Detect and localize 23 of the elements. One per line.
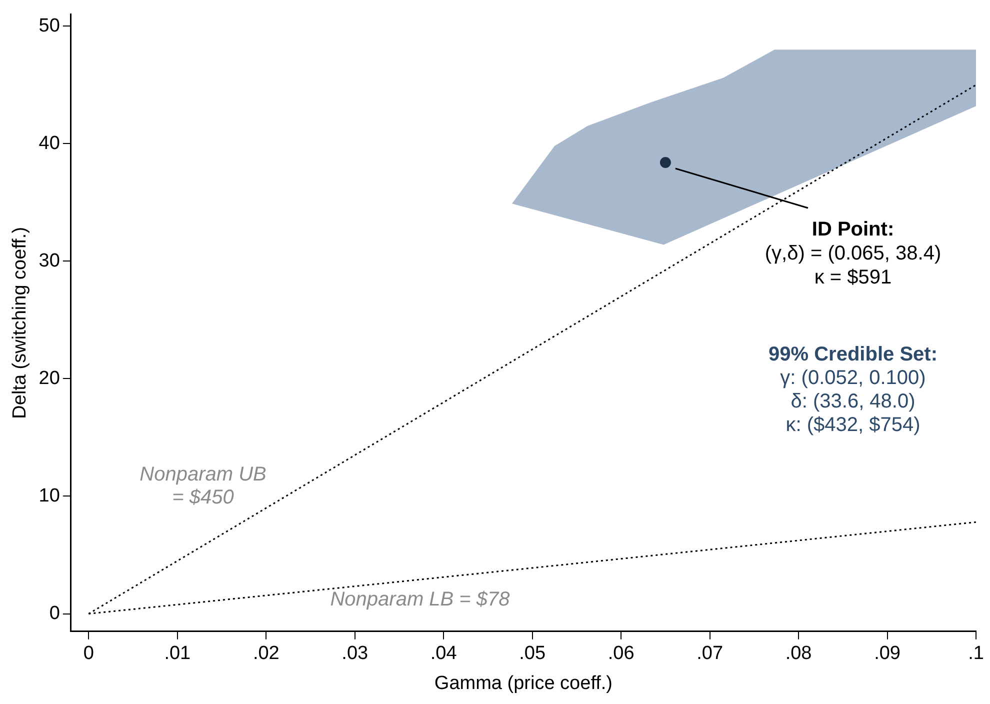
annotation: 99% Credible Set: γ: (0.052, 0.100) δ: (33.6, 48.0) κ: ($432, $754) xyxy=(768,344,938,436)
x-tick-label: .09 xyxy=(874,643,900,664)
y-tick-label: 10 xyxy=(38,485,60,506)
y-tick-label: 50 xyxy=(38,15,60,36)
x-tick-label: .01 xyxy=(164,643,191,664)
x-tick-label: .08 xyxy=(785,643,812,664)
x-axis-title: Gamma (price coeff.) xyxy=(434,672,613,694)
y-tick-label: 0 xyxy=(49,603,60,624)
y-tick-label: 40 xyxy=(38,132,60,154)
y-tick-label: 20 xyxy=(38,368,60,389)
x-tick-label: 0 xyxy=(83,643,94,664)
annotation: ID Point: (γ,δ) = (0.065, 38.4) κ = $591 xyxy=(764,218,942,289)
x-tick-label: .06 xyxy=(608,643,634,664)
annotation: Nonparam LB = $78 xyxy=(330,588,510,611)
x-tick-label: .1 xyxy=(968,643,984,664)
annotation: Nonparam UB = $450 xyxy=(140,464,266,509)
x-tick-label: .02 xyxy=(252,643,280,664)
x-tick-label: .04 xyxy=(430,643,458,664)
x-tick-label: .03 xyxy=(342,643,368,664)
x-tick-label: .05 xyxy=(519,643,546,664)
y-tick-label: 30 xyxy=(38,250,60,272)
y-axis-title: Delta (switching coeff.) xyxy=(10,226,31,419)
x-tick-label: .07 xyxy=(696,643,724,664)
